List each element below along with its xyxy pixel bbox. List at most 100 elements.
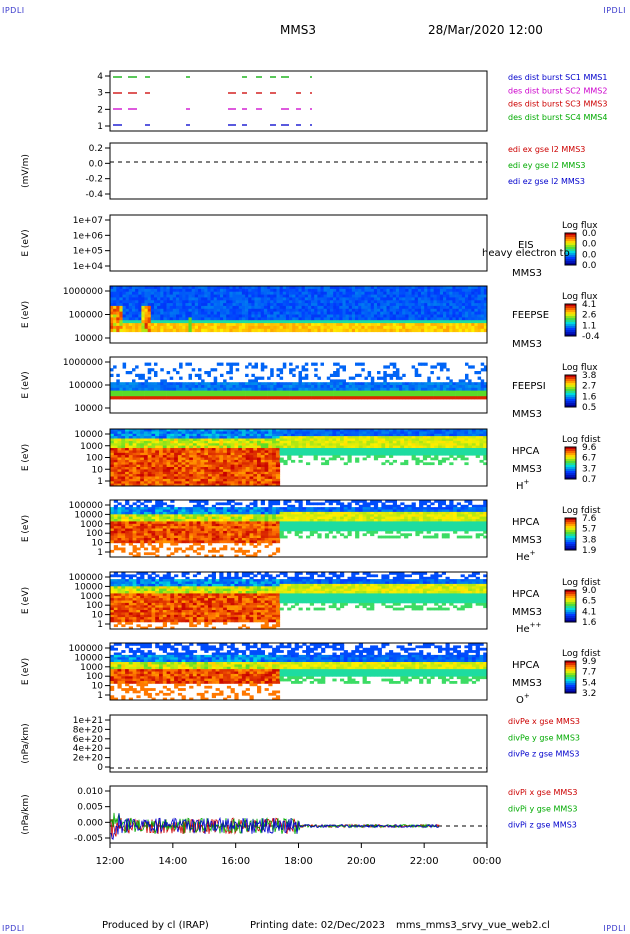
spectrogram-cell-5 <box>155 462 160 466</box>
spectrogram-cell-6 <box>151 530 156 534</box>
spectrogram-cell-4 <box>201 379 205 383</box>
spectrogram-cell-6 <box>117 502 122 506</box>
spectrogram-cell-4 <box>232 385 236 389</box>
spectrogram-cell-3 <box>436 300 441 304</box>
spectrogram-cell-3 <box>216 328 221 333</box>
spectrogram-cell-5 <box>136 464 141 468</box>
spectrogram-cell-5 <box>241 455 247 458</box>
spectrogram-cell-4 <box>461 379 466 383</box>
spectrogram-cell-5 <box>185 431 190 435</box>
spectrogram-cell-3 <box>132 314 136 318</box>
spectrogram-cell-3 <box>110 303 114 307</box>
spectrogram-cell-5 <box>208 452 213 456</box>
spectrogram-cell-3 <box>333 294 337 298</box>
spectrogram-cell-3 <box>132 308 136 313</box>
spectrogram-cell-5 <box>121 445 126 449</box>
spectrogram-cell-5 <box>287 450 292 454</box>
spectrogram-cell-3 <box>307 305 312 310</box>
spectrogram-cell-5 <box>196 467 201 470</box>
spectrogram-cell-3 <box>128 308 133 313</box>
spectrogram-cell-4 <box>364 376 368 380</box>
spectrogram-cell-3 <box>336 317 340 321</box>
spectrogram-cell-5 <box>208 450 213 454</box>
spectrogram-cell-5 <box>479 433 484 437</box>
spectrogram-cell-3 <box>141 311 145 315</box>
spectrogram-cell-5 <box>162 476 167 480</box>
spectrogram-cell-3 <box>430 286 434 290</box>
spectrogram-cell-4 <box>342 387 346 391</box>
spectrogram-cell-3 <box>241 288 246 293</box>
spectrogram-cell-3 <box>355 317 359 321</box>
spectrogram-cell-4 <box>282 365 287 369</box>
spectrogram-cell-4 <box>154 382 158 386</box>
spectrogram-cell-5 <box>192 443 198 447</box>
spectrogram-cell-5 <box>332 440 337 444</box>
spectrogram-cell-3 <box>329 294 334 298</box>
spectrogram-cell-5 <box>422 462 428 466</box>
spectrogram-cell-5 <box>260 464 265 468</box>
spectrogram-cell-3 <box>342 314 346 318</box>
spectrogram-cell-5 <box>309 448 314 451</box>
spectrogram-cell-5 <box>336 455 341 458</box>
spectrogram-cell-5 <box>426 448 431 451</box>
spectrogram-cell-3 <box>373 328 378 333</box>
spectrogram-cell-3 <box>254 294 258 298</box>
spectrogram-cell-3 <box>411 291 416 295</box>
spectrogram-cell-5 <box>415 445 420 449</box>
spectrogram-cell-4 <box>245 393 249 397</box>
spectrogram-cell-3 <box>446 328 450 333</box>
spectrogram-cell-6 <box>117 547 122 551</box>
spectrogram-cell-4 <box>132 382 136 386</box>
spectrogram-cell-5 <box>140 445 145 449</box>
spectrogram-cell-3 <box>292 328 296 333</box>
spectrogram-cell-4 <box>446 393 450 397</box>
spectrogram-cell-6 <box>117 528 122 532</box>
spectrogram-cell-4 <box>138 385 142 389</box>
spectrogram-cell-4 <box>166 385 171 389</box>
spectrogram-cell-5 <box>475 445 480 449</box>
spectrogram-cell-6 <box>113 547 118 551</box>
spectrogram-cell-3 <box>257 300 262 304</box>
spectrogram-cell-5 <box>332 429 337 432</box>
spectrogram-cell-3 <box>110 311 114 315</box>
spectrogram-cell-3 <box>116 294 120 298</box>
spectrogram-cell-3 <box>270 303 274 307</box>
spectrogram-cell-5 <box>204 438 209 442</box>
spectrogram-cell-5 <box>283 431 288 435</box>
spectrogram-cell-3 <box>166 308 171 313</box>
spectrogram-cell-3 <box>122 320 127 324</box>
spectrogram-cell-3 <box>216 308 221 313</box>
spectrogram-cell-3 <box>471 320 475 324</box>
spectrogram-cell-4 <box>326 385 331 389</box>
spectrogram-cell-3 <box>329 308 334 313</box>
spectrogram-cell-5 <box>234 448 239 451</box>
spectrogram-cell-3 <box>449 308 453 313</box>
spectrogram-cell-5 <box>151 450 156 454</box>
spectrogram-cell-5 <box>317 440 322 444</box>
spectrogram-cell-3 <box>307 320 312 324</box>
spectrogram-cell-4 <box>367 396 372 400</box>
spectrogram-cell-5 <box>272 457 277 461</box>
spectrogram-cell-5 <box>373 452 379 456</box>
spectrogram-cell-3 <box>260 325 265 330</box>
spectrogram-cell-3 <box>471 308 475 313</box>
spectrogram-cell-5 <box>192 476 198 480</box>
panel-frame-0 <box>109 70 488 132</box>
spectrogram-cell-3 <box>364 291 368 295</box>
spectrogram-cell-5 <box>136 481 141 485</box>
spectrogram-cell-3 <box>458 314 463 318</box>
spectrogram-cell-3 <box>480 303 485 307</box>
spectrogram-cell-3 <box>254 288 258 293</box>
spectrogram-cell-3 <box>483 286 488 290</box>
spectrogram-cell-5 <box>121 431 126 435</box>
spectrogram-cell-4 <box>254 376 258 380</box>
spectrogram-cell-3 <box>424 320 428 324</box>
spectrogram-cell-6 <box>162 514 167 518</box>
spectrogram-cell-3 <box>386 297 390 301</box>
spectrogram-cell-3 <box>483 325 488 330</box>
spectrogram-cell-5 <box>370 431 375 435</box>
spectrogram-cell-3 <box>263 325 268 330</box>
spectrogram-cell-5 <box>125 440 130 444</box>
spectrogram-cell-3 <box>273 305 277 310</box>
spectrogram-cell-5 <box>215 431 220 435</box>
